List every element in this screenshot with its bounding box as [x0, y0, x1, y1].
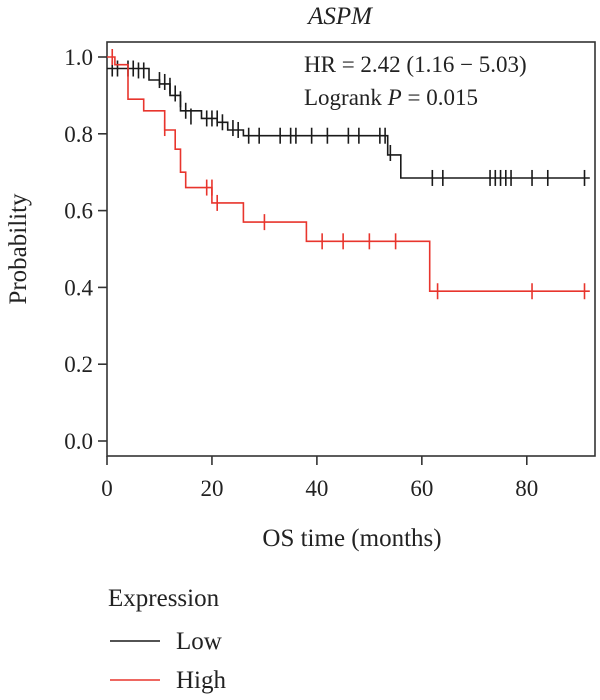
y-tick-label: 0.4	[64, 275, 93, 300]
survival-curve-high	[107, 56, 590, 292]
y-tick-label: 0.0	[64, 429, 93, 454]
y-axis: 0.0 0.2 0.4 0.6 0.8 1.0	[64, 45, 107, 454]
x-axis-label: OS time (months)	[262, 525, 441, 552]
legend-label-low: Low	[176, 628, 222, 655]
y-tick-label: 1.0	[64, 45, 93, 70]
x-tick-label: 40	[305, 476, 328, 501]
logrank-p: P	[387, 85, 402, 110]
plot-frame	[106, 41, 596, 457]
y-tick-label: 0.6	[64, 199, 93, 224]
x-tick-label: 80	[515, 476, 538, 501]
y-tick-label: 0.2	[64, 352, 93, 377]
series-layer	[107, 49, 590, 300]
legend: Expression Low High	[108, 585, 227, 694]
hr-annotation: HR = 2.42 (1.16 − 5.03)	[304, 52, 527, 77]
y-axis-label: Probability	[5, 193, 32, 305]
legend-label-high: High	[176, 667, 227, 694]
y-tick-label: 0.8	[64, 122, 93, 147]
x-axis: 0 20 40 60 80	[101, 456, 538, 501]
logrank-value: = 0.015	[402, 85, 478, 110]
legend-title: Expression	[108, 585, 220, 612]
x-tick-label: 60	[410, 476, 433, 501]
chart-title: ASPM	[306, 3, 373, 30]
logrank-annotation: Logrank P = 0.015	[304, 85, 478, 110]
x-tick-label: 20	[200, 476, 223, 501]
logrank-prefix: Logrank	[304, 85, 388, 110]
x-tick-label: 0	[101, 476, 113, 501]
